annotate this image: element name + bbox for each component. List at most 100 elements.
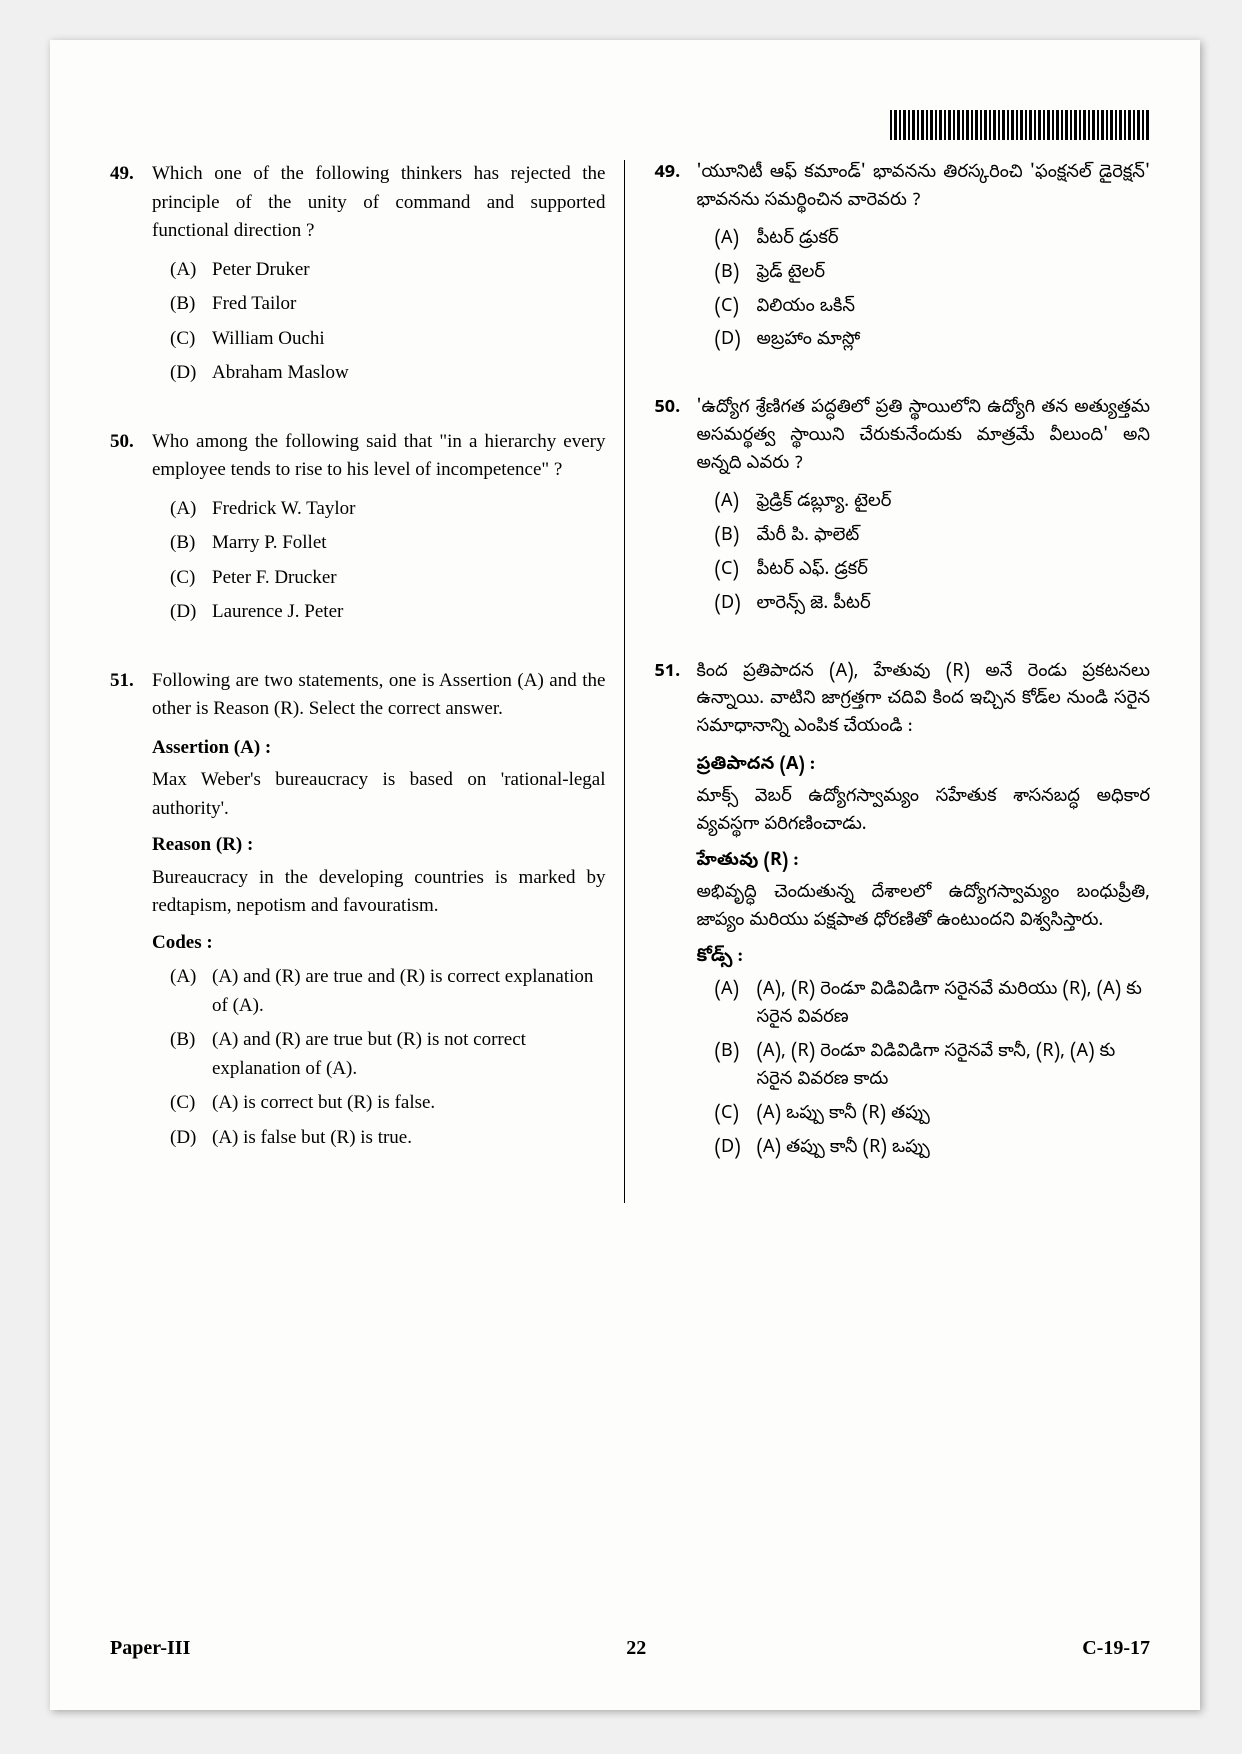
opt-label: (A) bbox=[170, 495, 212, 524]
footer-left: Paper-III bbox=[110, 1637, 190, 1660]
opt-text: (A) ఒప్పు కానీ (R) తప్పు bbox=[757, 1101, 1151, 1129]
opt-label: (C) bbox=[170, 564, 212, 593]
opt-text: పీటర్ ఎఫ్. డ్రకర్ bbox=[757, 557, 1151, 585]
assertion-heading: Assertion (A) : bbox=[152, 734, 606, 763]
q51-opt-d: (D)(A) తప్పు కానీ (R) ఒప్పు bbox=[697, 1135, 1151, 1163]
opt-text: (A) and (R) are true and (R) is correct … bbox=[212, 963, 606, 1020]
opt-text: (A) is correct but (R) is false. bbox=[212, 1089, 606, 1118]
opt-text: Abraham Maslow bbox=[212, 359, 606, 388]
opt-label: (B) bbox=[715, 523, 757, 551]
q50-opt-b: (B)మేరీ పి. ఫాలెట్ bbox=[697, 523, 1151, 551]
telugu-column: 49. 'యూనిటీ ఆఫ్ కమాండ్' భావనను తిరస్కరిం… bbox=[645, 160, 1151, 1203]
q50-opt-a: (A)Fredrick W. Taylor bbox=[152, 495, 606, 524]
q51-te: 51. కింద ప్రతిపాదన (A), హేతువు (R) అనే ర… bbox=[655, 659, 1151, 1169]
q51-number: 51. bbox=[110, 667, 152, 1159]
q50-opt-c: (C)పీటర్ ఎఫ్. డ్రకర్ bbox=[697, 557, 1151, 585]
q49-number: 49. bbox=[110, 160, 152, 394]
opt-label: (D) bbox=[715, 591, 757, 619]
opt-label: (C) bbox=[715, 1101, 757, 1129]
barcode bbox=[890, 110, 1150, 140]
exam-page: 49. Which one of the following thinkers … bbox=[50, 40, 1200, 1710]
q49-opt-c: (C)William Ouchi bbox=[152, 325, 606, 354]
q49-opt-b: (B)Fred Tailor bbox=[152, 290, 606, 319]
q49-stem: 'యూనిటీ ఆఫ్ కమాండ్' భావనను తిరస్కరించి '… bbox=[697, 160, 1151, 216]
q50-options: (A)ఫ్రెడ్రిక్ డబ్ల్యూ. టైలర్ (B)మేరీ పి.… bbox=[697, 489, 1151, 619]
q50-number: 50. bbox=[110, 428, 152, 633]
q50-stem: 'ఉద్యోగ శ్రేణిగత పద్ధతిలో ప్రతి స్థాయిలో… bbox=[697, 395, 1151, 479]
opt-text: Fred Tailor bbox=[212, 290, 606, 319]
opt-label: (A) bbox=[170, 256, 212, 285]
page-footer: Paper-III 22 C-19-17 bbox=[110, 1637, 1150, 1660]
opt-label: (D) bbox=[170, 359, 212, 388]
opt-label: (B) bbox=[170, 1026, 212, 1083]
reason-heading: Reason (R) : bbox=[152, 831, 606, 860]
q50-en: 50. Who among the following said that "i… bbox=[110, 428, 606, 633]
q51-stem: కింద ప్రతిపాదన (A), హేతువు (R) అనే రెండు… bbox=[697, 659, 1151, 743]
opt-label: (B) bbox=[715, 260, 757, 288]
assertion-heading: ప్రతిపాదన (A) : bbox=[697, 752, 1151, 780]
reason-heading: హేతువు (R) : bbox=[697, 848, 1151, 876]
opt-text: ఫ్రెడ్ టైలర్ bbox=[757, 260, 1151, 288]
q51-body: Following are two statements, one is Ass… bbox=[152, 667, 606, 1159]
q51-body: కింద ప్రతిపాదన (A), హేతువు (R) అనే రెండు… bbox=[697, 659, 1151, 1169]
q51-en: 51. Following are two statements, one is… bbox=[110, 667, 606, 1159]
opt-label: (B) bbox=[715, 1039, 757, 1095]
q50-opt-c: (C)Peter F. Drucker bbox=[152, 564, 606, 593]
reason-text: Bureaucracy in the developing countries … bbox=[152, 864, 606, 921]
q51-opt-b: (B)(A), (R) రెండూ విడివిడిగా సరైనవే కానీ… bbox=[697, 1039, 1151, 1095]
opt-label: (D) bbox=[715, 327, 757, 355]
opt-text: (A) తప్పు కానీ (R) ఒప్పు bbox=[757, 1135, 1151, 1163]
opt-text: (A), (R) రెండూ విడివిడిగా సరైనవే మరియు (… bbox=[757, 977, 1151, 1033]
q51-opt-c: (C)(A) is correct but (R) is false. bbox=[152, 1089, 606, 1118]
q50-opt-b: (B)Marry P. Follet bbox=[152, 529, 606, 558]
q50-body: Who among the following said that "in a … bbox=[152, 428, 606, 633]
q51-number: 51. bbox=[655, 659, 697, 1169]
footer-center: 22 bbox=[626, 1637, 646, 1660]
q51-opt-a: (A)(A), (R) రెండూ విడివిడిగా సరైనవే మరియ… bbox=[697, 977, 1151, 1033]
opt-text: పీటర్ డ్రుకర్ bbox=[757, 226, 1151, 254]
q50-opt-d: (D)Laurence J. Peter bbox=[152, 598, 606, 627]
q49-en: 49. Which one of the following thinkers … bbox=[110, 160, 606, 394]
opt-text: William Ouchi bbox=[212, 325, 606, 354]
opt-label: (D) bbox=[170, 1124, 212, 1153]
opt-text: మేరీ పి. ఫాలెట్ bbox=[757, 523, 1151, 551]
q51-options: (A)(A) and (R) are true and (R) is corre… bbox=[152, 963, 606, 1152]
q49-options: (A)Peter Druker (B)Fred Tailor (C)Willia… bbox=[152, 256, 606, 388]
opt-text: విలియం ఒకిన్ bbox=[757, 294, 1151, 322]
q49-number: 49. bbox=[655, 160, 697, 361]
opt-label: (B) bbox=[170, 529, 212, 558]
q50-opt-d: (D)లారెన్స్ జె. పీటర్ bbox=[697, 591, 1151, 619]
opt-text: Marry P. Follet bbox=[212, 529, 606, 558]
opt-label: (A) bbox=[715, 977, 757, 1033]
opt-label: (C) bbox=[170, 1089, 212, 1118]
codes-heading: కోడ్స్ : bbox=[697, 944, 1151, 972]
opt-label: (D) bbox=[715, 1135, 757, 1163]
q51-opt-c: (C)(A) ఒప్పు కానీ (R) తప్పు bbox=[697, 1101, 1151, 1129]
q49-opt-b: (B)ఫ్రెడ్ టైలర్ bbox=[697, 260, 1151, 288]
q50-te: 50. 'ఉద్యోగ శ్రేణిగత పద్ధతిలో ప్రతి స్థా… bbox=[655, 395, 1151, 624]
q50-number: 50. bbox=[655, 395, 697, 624]
opt-text: Laurence J. Peter bbox=[212, 598, 606, 627]
opt-label: (A) bbox=[715, 489, 757, 517]
q50-opt-a: (A)ఫ్రెడ్రిక్ డబ్ల్యూ. టైలర్ bbox=[697, 489, 1151, 517]
q50-body: 'ఉద్యోగ శ్రేణిగత పద్ధతిలో ప్రతి స్థాయిలో… bbox=[697, 395, 1151, 624]
q49-opt-a: (A)Peter Druker bbox=[152, 256, 606, 285]
codes-heading: Codes : bbox=[152, 929, 606, 958]
opt-text: (A) is false but (R) is true. bbox=[212, 1124, 606, 1153]
q49-body: 'యూనిటీ ఆఫ్ కమాండ్' భావనను తిరస్కరించి '… bbox=[697, 160, 1151, 361]
opt-label: (C) bbox=[715, 294, 757, 322]
opt-text: లారెన్స్ జె. పీటర్ bbox=[757, 591, 1151, 619]
opt-text: Peter Druker bbox=[212, 256, 606, 285]
q51-opt-d: (D)(A) is false but (R) is true. bbox=[152, 1124, 606, 1153]
opt-text: అబ్రహాం మాస్లో bbox=[757, 327, 1151, 355]
q51-stem: Following are two statements, one is Ass… bbox=[152, 667, 606, 724]
q49-body: Which one of the following thinkers has … bbox=[152, 160, 606, 394]
opt-label: (D) bbox=[170, 598, 212, 627]
q49-opt-a: (A)పీటర్ డ్రుకర్ bbox=[697, 226, 1151, 254]
two-column-layout: 49. Which one of the following thinkers … bbox=[110, 160, 1150, 1203]
english-column: 49. Which one of the following thinkers … bbox=[110, 160, 625, 1203]
opt-text: ఫ్రెడ్రిక్ డబ్ల్యూ. టైలర్ bbox=[757, 489, 1151, 517]
assertion-text: Max Weber's bureaucracy is based on 'rat… bbox=[152, 766, 606, 823]
opt-label: (C) bbox=[170, 325, 212, 354]
opt-text: Peter F. Drucker bbox=[212, 564, 606, 593]
